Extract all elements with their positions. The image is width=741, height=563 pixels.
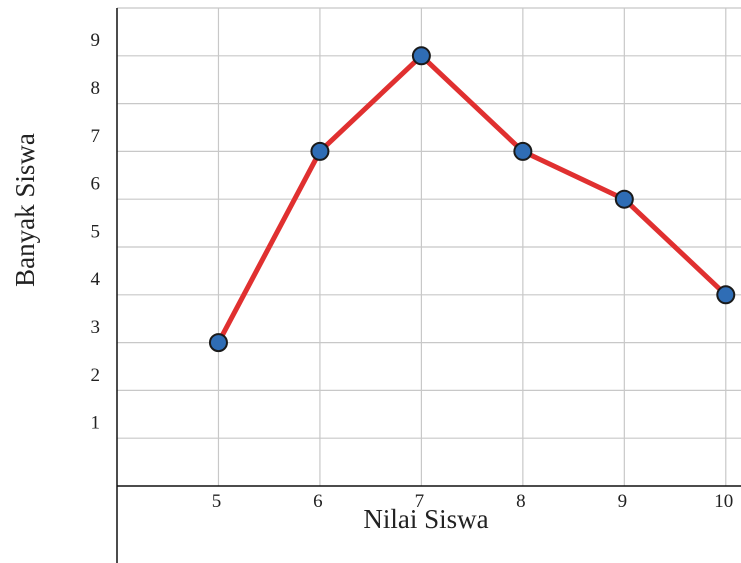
series-layer — [208, 46, 736, 353]
y-tick-label: 7 — [91, 126, 101, 147]
y-tick-label: 2 — [91, 365, 101, 386]
axes — [116, 8, 741, 563]
y-tick-label: 8 — [91, 78, 101, 99]
data-point — [411, 46, 431, 66]
x-tick-label: 7 — [415, 491, 425, 512]
y-tick-label: 3 — [91, 317, 101, 338]
data-point — [716, 285, 736, 305]
y-tick-label: 9 — [91, 30, 101, 51]
x-axis-label: Nilai Siswa — [363, 504, 488, 534]
x-tick-label: 8 — [516, 491, 526, 512]
y-tick-label: 1 — [91, 413, 101, 434]
series-line — [215, 53, 729, 346]
grid-lines — [117, 7, 741, 486]
x-tick-label: 10 — [714, 491, 733, 512]
data-point — [310, 141, 330, 161]
y-tick-label: 10 — [81, 0, 100, 3]
y-tick-label: 4 — [91, 269, 101, 290]
x-tick-label: 9 — [618, 491, 628, 512]
y-tick-label: 6 — [91, 174, 101, 195]
data-point — [513, 141, 533, 161]
y-tick-labels: 1 2 3 4 5 6 7 8 9 10 — [81, 0, 101, 434]
data-point — [614, 189, 634, 209]
x-tick-labels: 5 6 7 8 9 10 — [212, 491, 734, 512]
x-tick-label: 5 — [212, 491, 222, 512]
x-tick-label: 6 — [313, 491, 323, 512]
data-point — [208, 333, 228, 353]
y-axis-label: Banyak Siswa — [10, 133, 40, 287]
y-tick-label: 5 — [91, 221, 101, 242]
